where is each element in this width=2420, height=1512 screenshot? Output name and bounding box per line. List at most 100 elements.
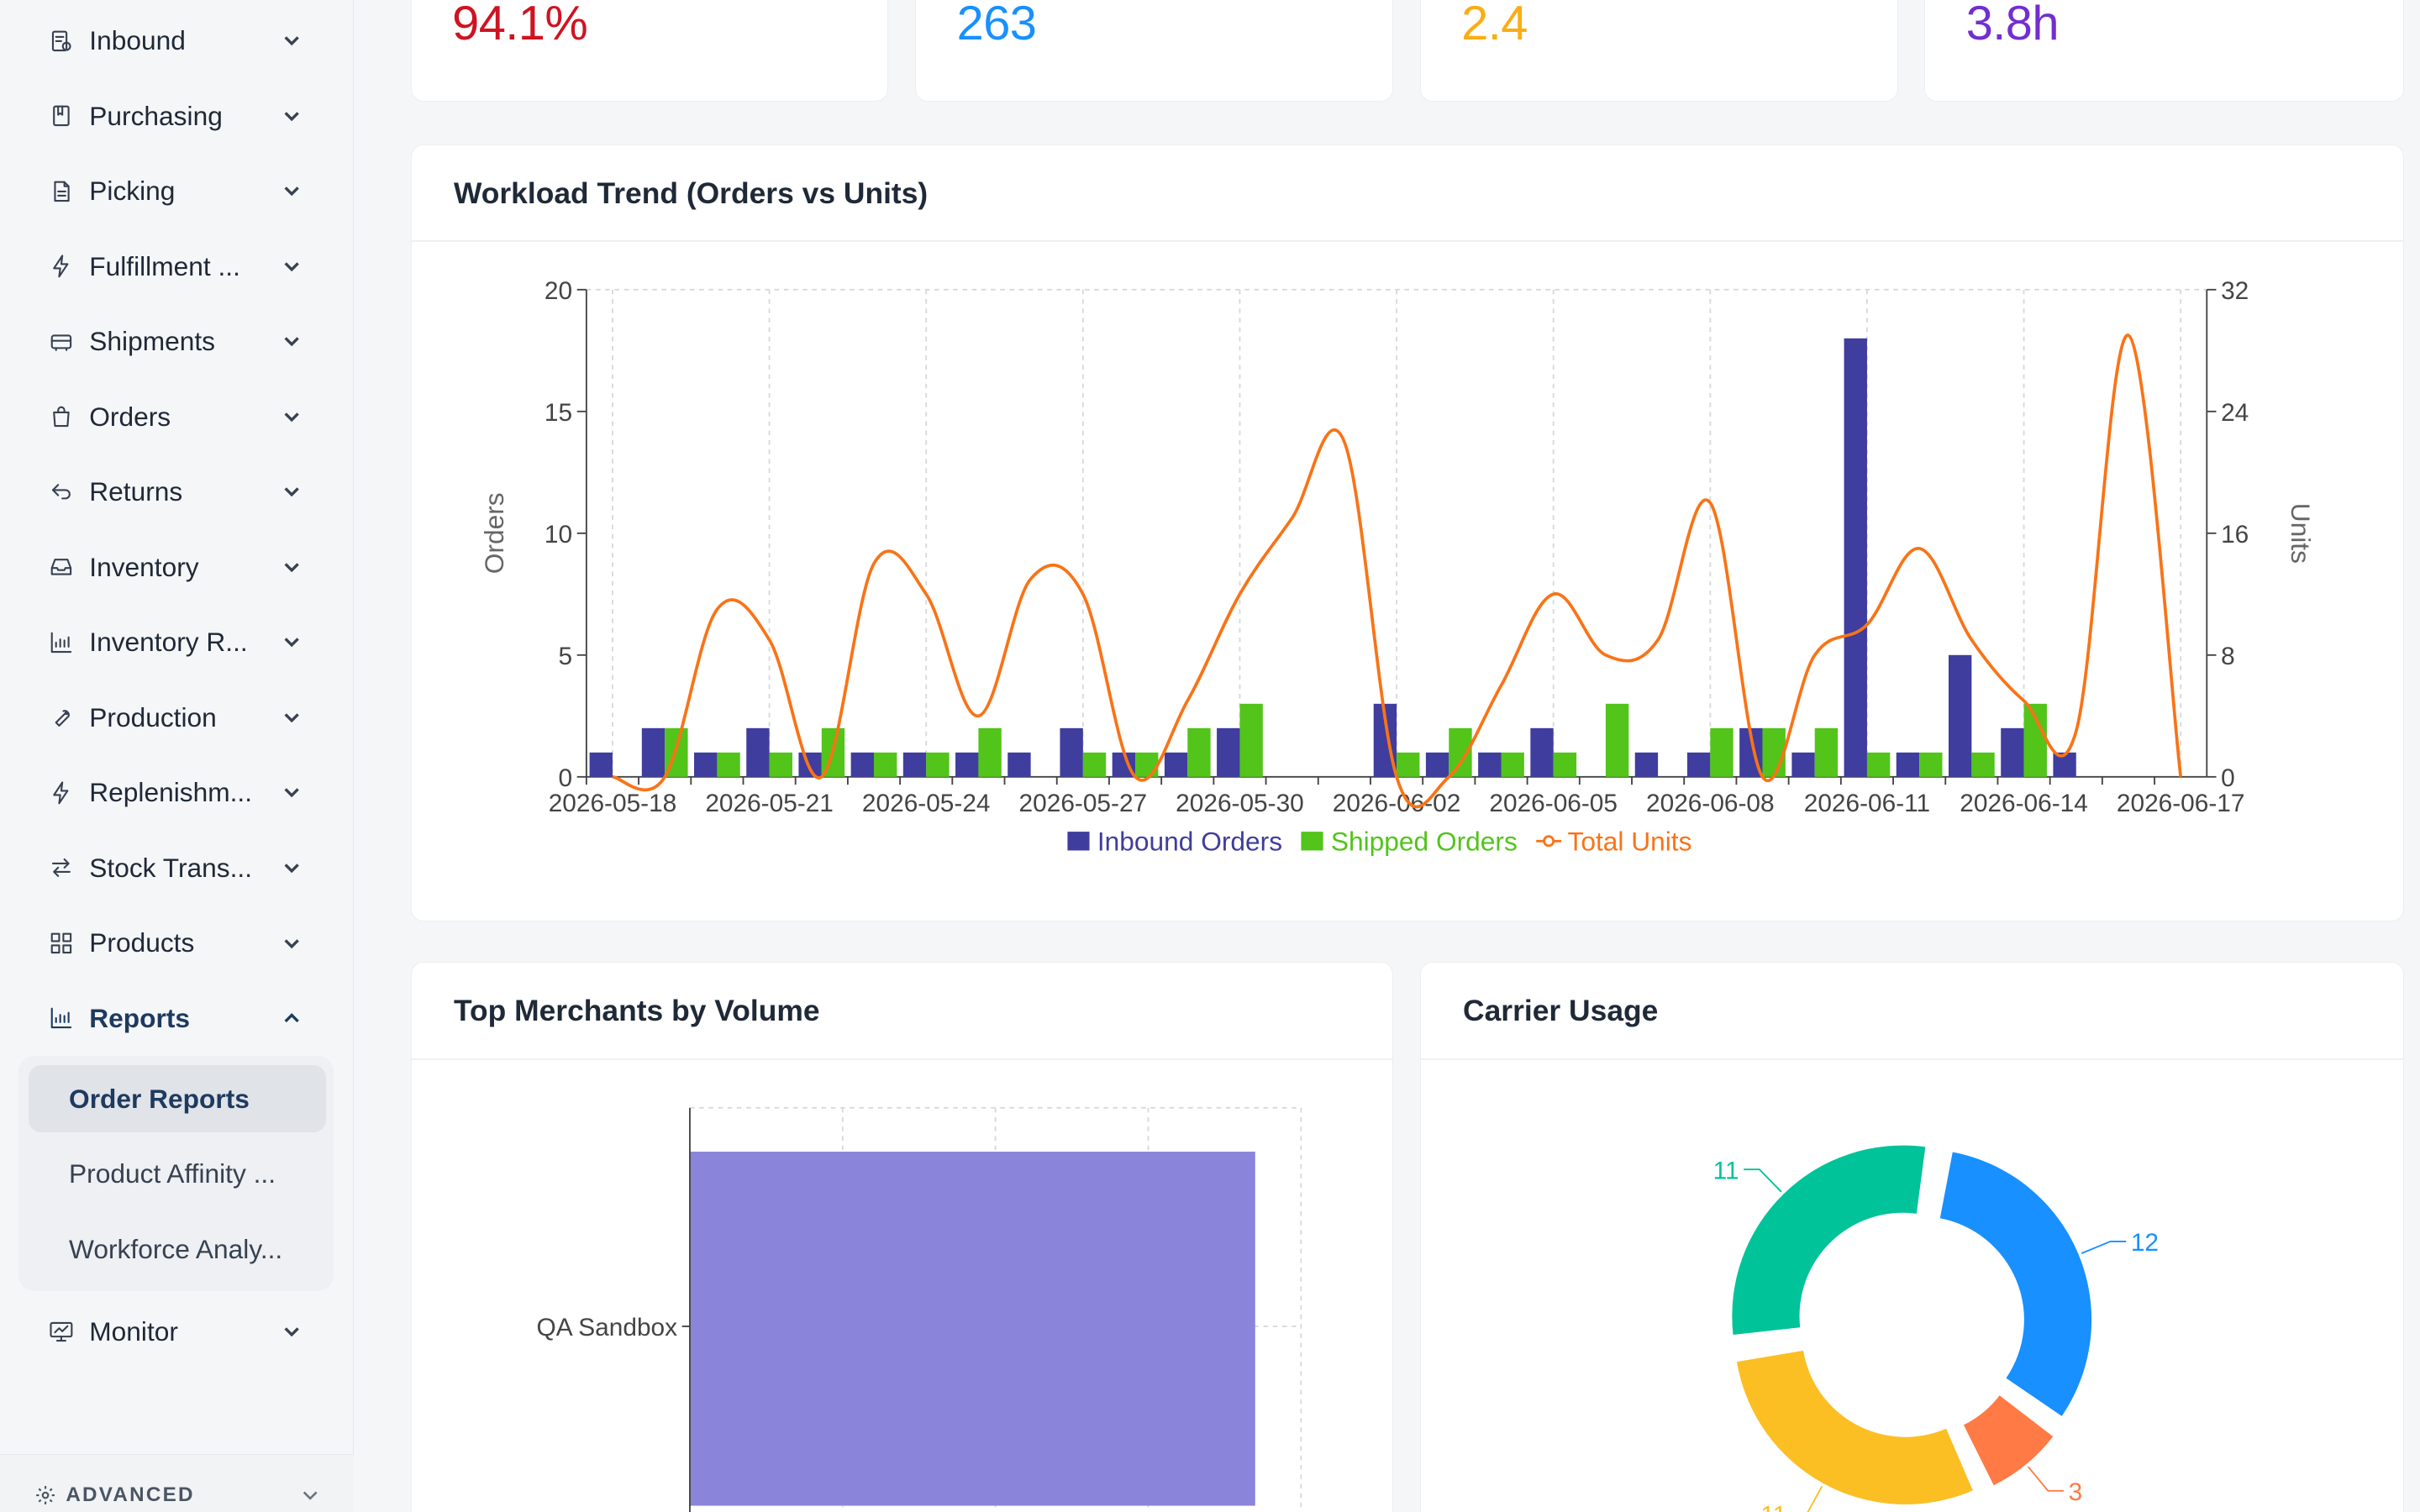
y-tick-label: QA Sandbox xyxy=(536,1314,677,1341)
bar-inbound-orders xyxy=(1791,753,1815,778)
bar-shipped-orders xyxy=(1762,728,1786,778)
bar-merchant xyxy=(689,1151,1255,1506)
wrench-icon xyxy=(47,703,76,732)
legend-swatch xyxy=(1067,832,1090,851)
submenu-item-order-reports[interactable]: Order Reports xyxy=(28,1065,326,1133)
bar-shipped-orders xyxy=(1970,753,1995,778)
sidebar-item-label: Purchasing xyxy=(89,100,223,131)
kpi-value: 2.4 xyxy=(1461,0,1528,51)
advanced-label: ADVANCED xyxy=(66,1483,195,1506)
sidebar-item-shipments[interactable]: Shipments xyxy=(29,310,324,373)
chevron-down-icon xyxy=(279,29,304,54)
x-tick-label: 2026-05-18 xyxy=(548,790,676,817)
sidebar-item-label: Monitor xyxy=(89,1315,178,1347)
kpi-value: 3.8h xyxy=(1965,0,2060,51)
chevron-down-icon xyxy=(279,855,304,880)
bar-shipped-orders xyxy=(1134,753,1159,778)
workload-trend-chart: 0 5 10 15 20 0 8 16 24 32 Orders Units 2026-05-18 202… xyxy=(479,277,2316,857)
card-divider xyxy=(411,1058,1392,1060)
workload-trend-card: Workload Trend (Orders vs Units) xyxy=(410,144,2404,921)
bar-shipped-orders xyxy=(1501,753,1524,778)
grid-icon xyxy=(47,929,76,958)
kpi-value: 263 xyxy=(956,0,1037,51)
y2-tick-label: 24 xyxy=(2221,399,2249,427)
bar-inbound-orders xyxy=(902,753,926,778)
chevron-down-icon xyxy=(279,780,304,806)
sidebar-item-label: Stock Trans... xyxy=(89,852,252,883)
lightning-icon xyxy=(47,779,76,807)
x-tick-label: 2026-06-14 xyxy=(1960,790,2088,817)
sidebar-item-label: Production xyxy=(89,701,217,732)
submenu-item-workforce-analytics[interactable]: Workforce Analy... xyxy=(69,1233,283,1264)
sidebar-item-orders[interactable]: Orders xyxy=(29,386,324,449)
reports-submenu: Order Reports Product Affinity ... Workf… xyxy=(18,1056,334,1291)
bar-inbound-orders xyxy=(1007,753,1031,778)
sidebar-item-production[interactable]: Production xyxy=(29,686,324,749)
sidebar-item-replenishm[interactable]: Replenishm... xyxy=(29,761,324,824)
y-tick-label: 0 xyxy=(558,764,572,792)
x-tick-label: 2026-06-17 xyxy=(2117,790,2245,817)
legend-label: Shipped Orders xyxy=(1331,827,1518,857)
sidebar-item-stock-trans[interactable]: Stock Trans... xyxy=(29,837,324,900)
bar-inbound-orders xyxy=(1164,753,1187,778)
y-axis-title: Orders xyxy=(479,493,509,575)
sidebar-item-inventory[interactable]: Inventory xyxy=(29,536,324,599)
card-title: Top Merchants by Volume xyxy=(453,994,820,1028)
card-divider xyxy=(1420,1058,2403,1060)
bar-inbound-orders xyxy=(1948,655,1971,778)
sidebar-item-fulfillment[interactable]: Fulfillment ... xyxy=(29,235,324,298)
return-arrow-icon xyxy=(47,478,76,507)
bar-shipped-orders xyxy=(873,753,897,778)
monitor-chart-icon xyxy=(47,1317,76,1346)
chevron-down-icon xyxy=(279,554,304,580)
chevron-down-icon xyxy=(279,480,304,505)
sidebar: Inbound Purchasing Picking Fulfillment ... S… xyxy=(0,0,355,1512)
sidebar-item-products[interactable]: Products xyxy=(29,911,324,974)
bar-inbound-orders xyxy=(1425,753,1449,778)
x-tick-label: 2026-05-21 xyxy=(705,790,834,817)
sidebar-item-monitor[interactable]: Monitor xyxy=(29,1300,324,1363)
bar-shipped-orders xyxy=(1239,704,1263,778)
x-tick-label: 2026-05-30 xyxy=(1176,790,1304,817)
legend-label: Inbound Orders xyxy=(1097,827,1281,857)
donut-slice xyxy=(1963,1394,2053,1485)
card-divider xyxy=(411,240,2403,243)
card-title: Workload Trend (Orders vs Units) xyxy=(453,176,929,210)
sidebar-item-inventory-r[interactable]: Inventory R... xyxy=(29,611,324,674)
card-title: Carrier Usage xyxy=(1463,994,1659,1028)
sidebar-item-purchasing[interactable]: Purchasing xyxy=(29,85,324,148)
x-tick-label: 2026-06-11 xyxy=(1803,790,1929,817)
sidebar-item-label: Replenishm... xyxy=(89,777,253,808)
sidebar-item-picking[interactable]: Picking xyxy=(29,160,324,223)
top-merchants-chart: QA Sandbox xyxy=(536,1106,1302,1512)
x-tick-label: 2026-06-08 xyxy=(1646,790,1775,817)
legend-swatch xyxy=(1301,832,1323,851)
bar-shipped-orders xyxy=(1186,728,1211,778)
y2-tick-label: 32 xyxy=(2221,277,2249,305)
sidebar-item-label: Shipments xyxy=(89,326,215,357)
bar-inbound-orders xyxy=(1634,753,1658,778)
bar-inbound-orders xyxy=(1686,753,1710,778)
bar-shipped-orders xyxy=(1918,753,1943,778)
bar-inbound-orders xyxy=(589,753,613,778)
bar-inbound-orders xyxy=(1477,753,1502,778)
kpi-card-fill-rate: 94.1% xyxy=(410,0,889,102)
y2-axis-title: Units xyxy=(2286,503,2316,564)
chevron-down-icon xyxy=(279,630,304,655)
sidebar-item-reports[interactable]: Reports xyxy=(29,987,324,1050)
sidebar-item-inbound[interactable]: Inbound xyxy=(29,9,324,72)
sidebar-item-returns[interactable]: Returns xyxy=(29,460,324,523)
y2-tick-label: 8 xyxy=(2221,643,2235,670)
chevron-down-icon xyxy=(279,931,304,956)
sidebar-item-label: Returns xyxy=(89,476,183,507)
bar-chart-icon xyxy=(47,1004,76,1032)
advanced-toggle[interactable]: ADVANCED xyxy=(0,1453,355,1512)
transfer-arrows-icon xyxy=(47,853,76,882)
sidebar-item-label: Fulfillment ... xyxy=(89,250,240,281)
bar-shipped-orders xyxy=(978,728,1002,778)
bar-shipped-orders xyxy=(1866,753,1890,778)
submenu-item-product-affinity[interactable]: Product Affinity ... xyxy=(69,1158,276,1189)
bar-shipped-orders xyxy=(1605,704,1628,778)
book-icon xyxy=(47,102,76,130)
shopping-bag-icon xyxy=(47,402,76,431)
